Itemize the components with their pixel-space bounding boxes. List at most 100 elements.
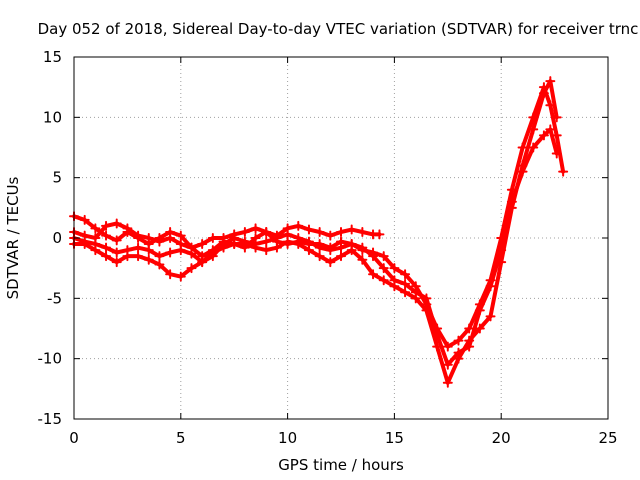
x-tick-label: 5 bbox=[176, 429, 186, 447]
data-point bbox=[357, 226, 368, 237]
data-point bbox=[485, 281, 496, 292]
data-point bbox=[517, 166, 528, 177]
data-point bbox=[229, 233, 240, 243]
data-point bbox=[325, 230, 336, 241]
data-point bbox=[400, 278, 411, 289]
data-point bbox=[175, 271, 186, 282]
data-point bbox=[368, 251, 379, 262]
data-point bbox=[378, 263, 389, 274]
data-point bbox=[261, 236, 272, 247]
data-point bbox=[261, 226, 272, 237]
data-point bbox=[122, 245, 133, 256]
data-point bbox=[474, 323, 485, 334]
data-point bbox=[506, 196, 517, 207]
data-marks bbox=[69, 76, 569, 388]
y-tick-label: 10 bbox=[43, 108, 62, 126]
data-point bbox=[314, 251, 325, 262]
data-point bbox=[175, 230, 186, 241]
data-point bbox=[165, 269, 176, 280]
data-point bbox=[154, 236, 165, 247]
data-point bbox=[271, 242, 282, 253]
data-point bbox=[538, 88, 549, 99]
data-point bbox=[538, 130, 549, 141]
y-tick-label: 15 bbox=[43, 48, 62, 66]
data-point bbox=[545, 76, 556, 87]
chart-title: Day 052 of 2018, Sidereal Day-to-day VTE… bbox=[38, 20, 639, 38]
data-point bbox=[79, 236, 90, 247]
data-point bbox=[378, 251, 389, 262]
data-point bbox=[325, 245, 336, 256]
data-point bbox=[496, 245, 507, 256]
data-point bbox=[528, 124, 539, 135]
data-point bbox=[303, 245, 314, 256]
data-point bbox=[464, 341, 475, 352]
data-point bbox=[111, 247, 122, 258]
data-point bbox=[357, 242, 368, 253]
data-point bbox=[197, 257, 208, 268]
data-point bbox=[133, 242, 144, 253]
data-point bbox=[485, 311, 496, 322]
data-point bbox=[239, 226, 250, 237]
data-point bbox=[432, 329, 443, 340]
data-point bbox=[357, 254, 368, 265]
data-point bbox=[111, 257, 122, 268]
data-point bbox=[442, 341, 453, 352]
data-point bbox=[143, 254, 154, 265]
y-tick-label: -5 bbox=[47, 289, 62, 307]
data-point bbox=[143, 245, 154, 256]
data-point bbox=[111, 218, 122, 229]
data-point bbox=[378, 275, 389, 286]
data-point bbox=[111, 235, 122, 246]
x-tick-label: 0 bbox=[69, 429, 79, 447]
data-point bbox=[421, 293, 432, 304]
data-point bbox=[101, 251, 112, 262]
data-point bbox=[271, 233, 282, 243]
data-point bbox=[207, 251, 218, 262]
data-point bbox=[293, 220, 304, 231]
data-point bbox=[346, 224, 357, 235]
data-point bbox=[551, 112, 562, 123]
data-point bbox=[336, 226, 346, 237]
data-point bbox=[336, 251, 346, 262]
data-point bbox=[250, 239, 261, 250]
data-point bbox=[400, 269, 411, 280]
x-tick-label: 10 bbox=[278, 429, 297, 447]
data-point bbox=[336, 242, 346, 253]
data-point bbox=[551, 130, 562, 141]
data-point bbox=[464, 323, 475, 334]
x-tick-label: 15 bbox=[385, 429, 404, 447]
data-point bbox=[325, 257, 336, 268]
data-point bbox=[250, 223, 261, 234]
data-point bbox=[545, 124, 556, 135]
data-point bbox=[374, 229, 385, 240]
y-axis: -15 -10 -5 0 5 10 15 bbox=[38, 48, 608, 428]
data-point bbox=[303, 224, 314, 235]
data-point bbox=[218, 239, 229, 250]
data-point bbox=[165, 247, 176, 258]
data-point bbox=[303, 236, 314, 247]
data-point bbox=[368, 269, 379, 280]
data-point bbox=[314, 242, 325, 253]
data-point bbox=[442, 359, 453, 370]
y-tick-label: 5 bbox=[52, 169, 62, 187]
series-line bbox=[72, 85, 566, 349]
data-point bbox=[528, 142, 539, 153]
data-point bbox=[293, 233, 304, 243]
y-tick-label: 0 bbox=[52, 229, 62, 247]
data-point bbox=[133, 230, 144, 241]
data-point bbox=[474, 305, 485, 316]
data-point bbox=[101, 242, 112, 253]
x-tick-label: 25 bbox=[598, 429, 617, 447]
x-axis: 0 5 10 15 20 25 bbox=[69, 57, 618, 447]
data-point bbox=[346, 239, 357, 250]
data-point bbox=[79, 214, 90, 225]
data-point bbox=[389, 263, 400, 274]
data-point bbox=[400, 287, 411, 298]
data-point bbox=[133, 251, 144, 262]
data-point bbox=[453, 347, 464, 358]
series-trace-d bbox=[69, 124, 562, 370]
data-point bbox=[517, 142, 528, 153]
y-axis-label: SDTVAR / TECUs bbox=[4, 176, 22, 299]
data-point bbox=[186, 248, 197, 259]
